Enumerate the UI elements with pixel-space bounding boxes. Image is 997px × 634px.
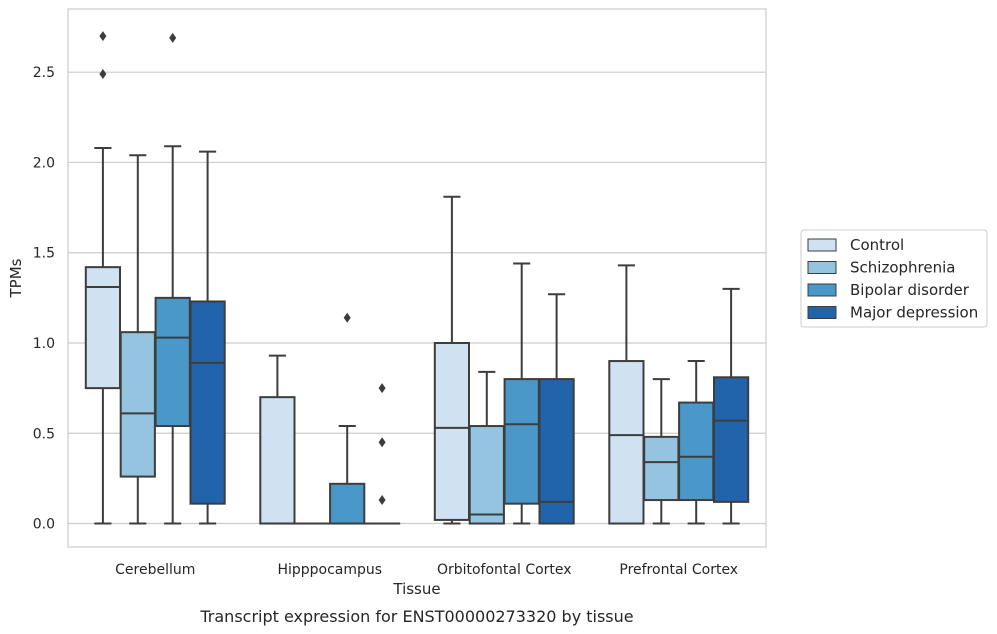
plot-frame — [67, 8, 767, 548]
x-tick-labels: Cerebellum Hipppocampus Orbitofontal Corte… — [115, 562, 738, 578]
legend-label: Major depression — [850, 304, 978, 322]
series-control — [84, 31, 645, 525]
box — [433, 341, 471, 521]
y-tick-labels: 0.0 0.5 1.0 1.5 2.0 2.5 — [33, 65, 55, 532]
legend-entry-control: Control — [807, 236, 904, 254]
box — [468, 425, 505, 525]
legend-entry-schizophrenia: Schizophrenia — [807, 259, 955, 277]
box — [678, 401, 715, 502]
series-schizophrenia — [119, 154, 680, 525]
outlier-point — [99, 31, 107, 42]
y-tick-label: 0.0 — [33, 517, 55, 533]
x-tick-label: Prefrontal Cortex — [619, 562, 738, 578]
y-tick-label: 1.0 — [33, 336, 55, 352]
x-tick-label: Orbitofontal Cortex — [437, 562, 572, 578]
x-tick-label: Hipppocampus — [277, 562, 382, 578]
box — [119, 331, 156, 478]
box — [503, 378, 540, 505]
box — [84, 266, 122, 390]
figure-caption: Transcript expression for ENST0000027332… — [199, 607, 633, 626]
legend-swatch — [807, 283, 837, 297]
legend-frame — [800, 229, 988, 328]
x-tick-label: Cerebellum — [115, 562, 195, 578]
outlier-point — [378, 437, 386, 448]
y-tick-label: 1.5 — [33, 246, 55, 262]
outlier-point — [99, 68, 107, 79]
legend-entry-major-depression: Major depression — [807, 304, 978, 322]
box — [712, 376, 750, 503]
series-bipolar-disorder — [154, 32, 715, 525]
outlier-point — [378, 495, 386, 506]
outlier-point — [169, 32, 177, 43]
box — [189, 300, 226, 505]
outlier-point — [378, 383, 386, 394]
box — [643, 435, 680, 502]
legend-swatch — [807, 261, 837, 274]
legend-label: Bipolar disorder — [850, 281, 970, 299]
box — [538, 378, 575, 525]
y-tick-label: 2.0 — [33, 155, 55, 171]
legend-label: Schizophrenia — [850, 259, 955, 277]
y-tick-label: 0.5 — [33, 426, 55, 442]
legend-entry-bipolar-disorder: Bipolar disorder — [807, 281, 970, 299]
box — [154, 296, 191, 428]
x-axis-label: Tissue — [392, 580, 440, 598]
legend-swatch — [807, 238, 837, 252]
legend-swatch — [807, 306, 837, 319]
outlier-point — [343, 312, 351, 323]
y-tick-label: 2.5 — [33, 65, 55, 81]
box-series — [84, 31, 750, 525]
box — [329, 482, 366, 525]
y-axis-label: TPMs — [7, 258, 25, 298]
legend: Control Schizophrenia Bipolar disorder Majo… — [800, 229, 988, 328]
legend-label: Control — [850, 236, 904, 254]
box — [259, 396, 296, 525]
box — [608, 360, 645, 525]
series-major-depression — [189, 150, 750, 525]
